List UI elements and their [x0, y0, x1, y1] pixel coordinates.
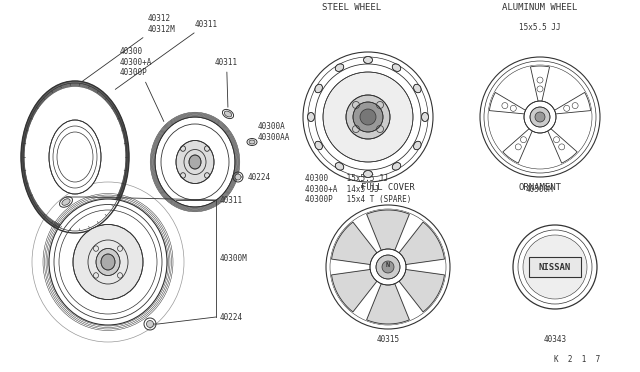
- Ellipse shape: [249, 140, 255, 144]
- Text: N: N: [386, 262, 390, 268]
- Text: 40312
40312M: 40312 40312M: [83, 14, 176, 81]
- Text: K  2  1  7: K 2 1 7: [554, 356, 600, 365]
- Circle shape: [480, 57, 600, 177]
- Polygon shape: [332, 269, 377, 312]
- Text: 40300    15x5.5 JJ
40300+A  14x5 JJ
40300P   15x4 T (SPARE): 40300 15x5.5 JJ 40300+A 14x5 JJ 40300P 1…: [305, 174, 412, 204]
- Text: 40343: 40343: [543, 336, 566, 344]
- Text: 40300A
40300AA: 40300A 40300AA: [252, 122, 291, 142]
- Polygon shape: [332, 222, 377, 264]
- Circle shape: [353, 102, 383, 132]
- Ellipse shape: [335, 64, 344, 71]
- Ellipse shape: [73, 224, 143, 299]
- Text: 40224: 40224: [220, 312, 243, 321]
- Text: 40224: 40224: [241, 173, 271, 182]
- Circle shape: [235, 174, 241, 180]
- Text: 40300M: 40300M: [526, 185, 554, 193]
- Ellipse shape: [49, 120, 101, 194]
- Circle shape: [346, 95, 390, 139]
- Circle shape: [382, 261, 394, 273]
- Ellipse shape: [307, 112, 314, 122]
- Circle shape: [524, 101, 556, 133]
- Ellipse shape: [155, 117, 235, 207]
- Text: 40300M: 40300M: [220, 254, 248, 263]
- Text: ALUMINUM WHEEL: ALUMINUM WHEEL: [502, 3, 578, 12]
- Ellipse shape: [224, 111, 232, 117]
- Text: NISSAN: NISSAN: [539, 263, 571, 272]
- Circle shape: [360, 109, 376, 125]
- Ellipse shape: [96, 248, 120, 276]
- Ellipse shape: [422, 112, 429, 122]
- Ellipse shape: [21, 81, 129, 233]
- Ellipse shape: [392, 163, 401, 170]
- Polygon shape: [399, 269, 444, 312]
- Text: STEEL WHEEL: STEEL WHEEL: [323, 3, 381, 12]
- Text: ORNAMENT: ORNAMENT: [518, 183, 561, 192]
- Circle shape: [523, 235, 587, 299]
- Text: FULL COVER: FULL COVER: [361, 183, 415, 192]
- Circle shape: [376, 255, 400, 279]
- Circle shape: [303, 52, 433, 182]
- Ellipse shape: [62, 199, 70, 205]
- Ellipse shape: [364, 57, 372, 64]
- Text: 40311: 40311: [115, 19, 218, 89]
- Ellipse shape: [413, 141, 421, 150]
- Ellipse shape: [176, 141, 214, 183]
- Text: 40311: 40311: [220, 196, 243, 205]
- Circle shape: [326, 205, 450, 329]
- Polygon shape: [367, 210, 410, 250]
- Circle shape: [530, 107, 550, 127]
- Ellipse shape: [49, 199, 167, 325]
- Polygon shape: [503, 127, 533, 163]
- Circle shape: [147, 321, 154, 327]
- Circle shape: [370, 249, 406, 285]
- Ellipse shape: [335, 163, 344, 170]
- Polygon shape: [367, 284, 410, 324]
- Text: 40311: 40311: [215, 58, 238, 107]
- Polygon shape: [553, 92, 591, 114]
- Circle shape: [513, 225, 597, 309]
- Ellipse shape: [189, 155, 201, 169]
- Polygon shape: [399, 222, 444, 264]
- Ellipse shape: [101, 254, 115, 270]
- Polygon shape: [490, 92, 527, 114]
- Circle shape: [535, 112, 545, 122]
- Ellipse shape: [392, 64, 401, 71]
- Ellipse shape: [364, 170, 372, 177]
- Bar: [529, 257, 581, 277]
- Ellipse shape: [315, 141, 323, 150]
- Polygon shape: [531, 66, 550, 103]
- Polygon shape: [547, 127, 577, 163]
- Ellipse shape: [413, 84, 421, 93]
- Text: 40315: 40315: [376, 336, 399, 344]
- Ellipse shape: [315, 84, 323, 93]
- Circle shape: [323, 72, 413, 162]
- Text: 40300
40300+A
40300P: 40300 40300+A 40300P: [120, 47, 164, 122]
- Text: 15x5.5 JJ: 15x5.5 JJ: [519, 22, 561, 32]
